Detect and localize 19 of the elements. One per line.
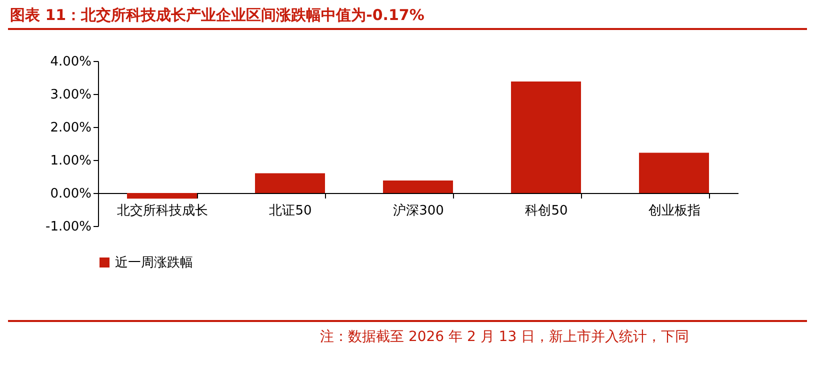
y-tick-label: 0.00%: [50, 186, 92, 202]
y-tick-label: 3.00%: [50, 88, 92, 102]
chart-title: 图表 11：北交所科技成长产业企业区间涨跌幅中值为-0.17%: [8, 2, 807, 30]
x-tick-label: 创业板指: [648, 204, 700, 218]
y-tick-label: 1.00%: [50, 154, 92, 168]
legend-label: 近一周涨跌幅: [115, 256, 193, 270]
x-tick-label: 沪深300: [393, 202, 444, 218]
bar: [383, 180, 453, 193]
bar: [255, 173, 325, 193]
text: 注：数据截至 2026 年 2 月 13 日，新上市并入统计，下同: [8, 320, 807, 346]
bar: [639, 152, 709, 193]
y-tick-label: -1.00%: [46, 220, 92, 234]
x-tick-label: 科创50: [525, 204, 568, 218]
bar: [511, 81, 581, 193]
x-tick-label: 北交所科技成长: [117, 202, 208, 218]
y-tick-label: 2.00%: [50, 120, 92, 136]
y-tick-label: 4.00%: [50, 54, 92, 70]
x-tick-label: 北证50: [269, 204, 312, 218]
bar: [127, 193, 197, 199]
